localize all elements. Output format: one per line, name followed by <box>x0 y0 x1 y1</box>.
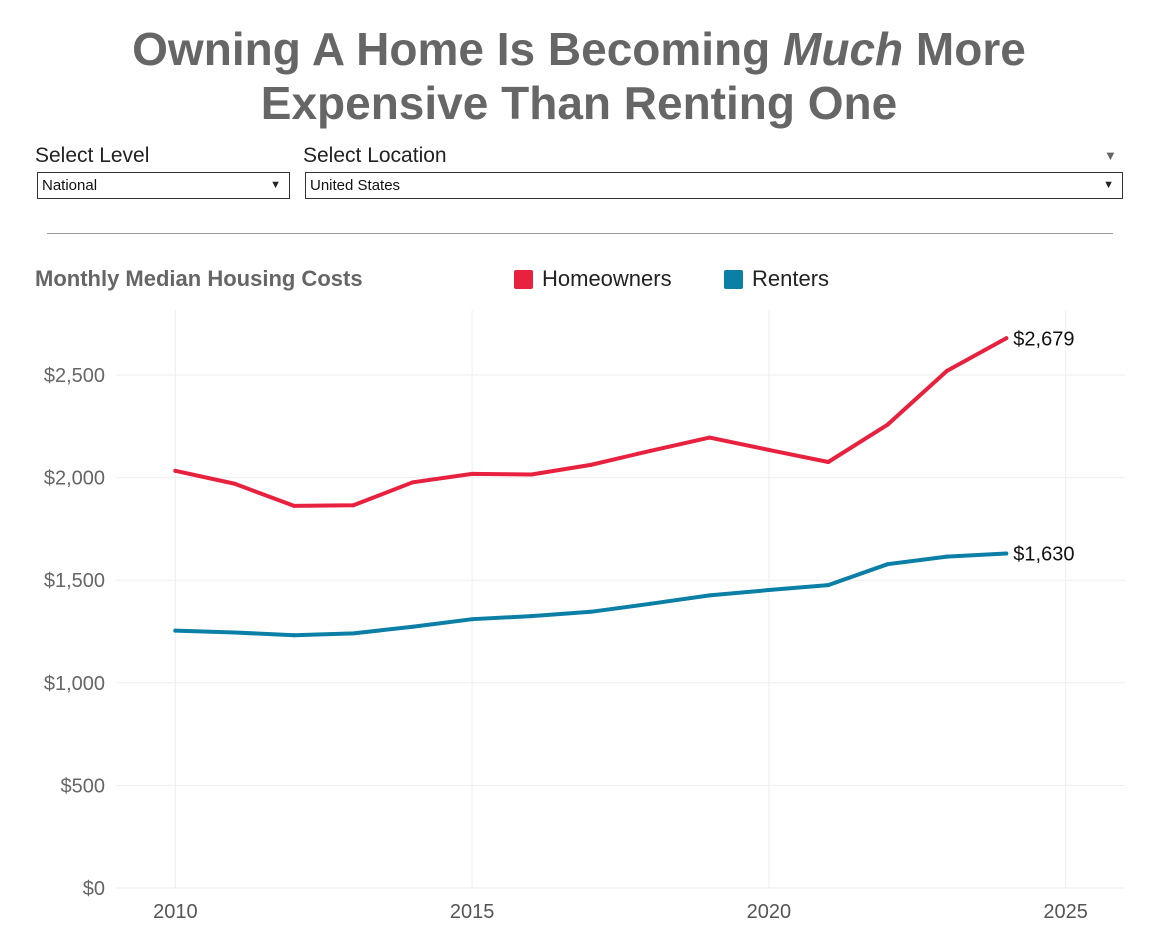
data-point-renters <box>648 601 653 606</box>
x-tick-label: 2025 <box>1043 901 1088 923</box>
legend-label-renters: Renters <box>752 266 830 291</box>
x-tick-label: 2010 <box>153 901 198 923</box>
data-point-renters <box>410 624 415 629</box>
data-point-renters <box>351 631 356 636</box>
level-label: Select Level <box>35 144 150 167</box>
divider <box>47 233 1113 234</box>
data-point-renters <box>470 617 475 622</box>
data-point-renters <box>173 628 178 633</box>
data-point-homeowners <box>173 468 178 473</box>
level-select-value: National <box>42 177 98 194</box>
y-tick-label: $500 <box>61 775 106 797</box>
y-tick-label: $1,000 <box>44 673 105 695</box>
title-line2: Expensive Than Renting One <box>260 77 898 129</box>
data-point-homeowners <box>232 481 237 486</box>
data-point-homeowners <box>766 447 771 452</box>
x-tick-label: 2015 <box>450 901 495 923</box>
data-point-renters <box>1004 551 1009 556</box>
y-tick-label: $1,500 <box>44 570 105 592</box>
title-emphasis: Much <box>783 23 904 75</box>
legend-renters[interactable]: Renters <box>724 266 829 292</box>
y-tick-label: $2,000 <box>44 468 105 490</box>
data-point-homeowners <box>470 471 475 476</box>
data-point-homeowners <box>292 503 297 508</box>
legend-swatch-renters <box>724 269 743 289</box>
data-point-renters <box>232 630 237 635</box>
data-point-renters <box>292 633 297 638</box>
legend-swatch-homeowners <box>514 269 533 289</box>
data-point-homeowners <box>944 368 949 373</box>
page-title: Owning A Home Is Becoming Much More Expe… <box>0 22 1158 130</box>
location-select-value: United States <box>310 177 401 194</box>
series-line-renters <box>173 551 1009 638</box>
end-label-homeowners: $2,679 <box>1013 328 1074 350</box>
level-select[interactable]: National ▼ <box>37 172 290 199</box>
data-point-homeowners <box>529 472 534 477</box>
data-point-homeowners <box>351 503 356 508</box>
data-point-homeowners <box>826 460 831 465</box>
data-point-homeowners <box>885 422 890 427</box>
data-point-renters <box>826 583 831 588</box>
title-part2: More <box>903 23 1026 75</box>
data-point-homeowners <box>410 480 415 485</box>
data-point-homeowners <box>588 462 593 467</box>
location-label: Select Location <box>303 144 447 167</box>
chevron-down-icon: ▼ <box>270 179 281 191</box>
chevron-down-icon: ▼ <box>1103 179 1114 191</box>
data-point-homeowners <box>1004 336 1009 341</box>
y-tick-label: $2,500 <box>44 365 105 387</box>
end-label-renters: $1,630 <box>1013 544 1074 566</box>
data-point-renters <box>766 588 771 593</box>
collapse-arrow-icon[interactable]: ▼ <box>1104 148 1117 163</box>
data-point-renters <box>529 614 534 619</box>
data-point-renters <box>944 554 949 559</box>
series-line-homeowners <box>173 336 1009 508</box>
legend-homeowners[interactable]: Homeowners <box>514 266 672 292</box>
x-tick-label: 2020 <box>747 901 792 923</box>
data-point-homeowners <box>648 448 653 453</box>
location-select[interactable]: United States ▼ <box>305 172 1123 199</box>
data-point-homeowners <box>707 435 712 440</box>
legend-label-homeowners: Homeowners <box>542 266 672 291</box>
y-tick-label: $0 <box>83 878 105 900</box>
chart-title: Monthly Median Housing Costs <box>35 266 363 291</box>
title-part1: Owning A Home Is Becoming <box>132 23 784 75</box>
data-point-renters <box>885 562 890 567</box>
data-point-renters <box>588 609 593 614</box>
data-point-renters <box>707 593 712 598</box>
